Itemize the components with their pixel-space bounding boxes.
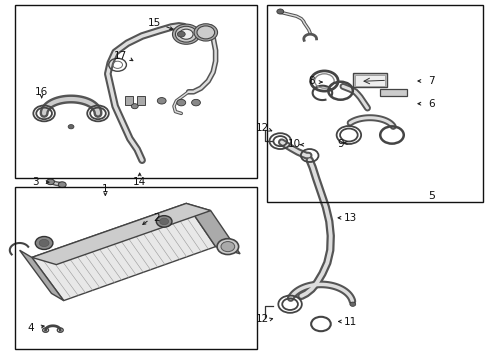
Bar <box>353 73 387 87</box>
Circle shape <box>177 31 185 37</box>
Text: 16: 16 <box>35 87 49 97</box>
Circle shape <box>58 182 66 188</box>
Text: 12: 12 <box>255 123 269 133</box>
Circle shape <box>172 24 200 44</box>
Polygon shape <box>186 203 240 254</box>
Bar <box>267 5 483 202</box>
Text: 15: 15 <box>147 18 161 28</box>
Circle shape <box>35 237 53 249</box>
Text: 5: 5 <box>428 191 435 201</box>
Polygon shape <box>20 250 64 301</box>
Circle shape <box>217 239 239 255</box>
Circle shape <box>157 98 166 104</box>
Circle shape <box>160 218 169 225</box>
Text: 12: 12 <box>255 314 269 324</box>
Text: 2: 2 <box>153 213 160 223</box>
Text: 9: 9 <box>337 139 344 149</box>
Circle shape <box>68 125 74 129</box>
Circle shape <box>47 179 54 185</box>
Circle shape <box>179 29 193 39</box>
Circle shape <box>221 242 235 252</box>
Circle shape <box>192 99 200 106</box>
Circle shape <box>175 26 197 42</box>
Polygon shape <box>32 203 211 265</box>
Text: 7: 7 <box>428 76 435 86</box>
Bar <box>137 96 145 105</box>
Bar <box>15 5 257 178</box>
Text: 8: 8 <box>308 76 315 86</box>
Circle shape <box>177 99 186 106</box>
Circle shape <box>277 9 284 14</box>
Bar <box>355 75 385 86</box>
Bar <box>15 187 257 349</box>
Text: 3: 3 <box>32 177 39 187</box>
Circle shape <box>131 104 138 109</box>
Bar <box>380 89 407 96</box>
Circle shape <box>39 239 49 247</box>
Text: 10: 10 <box>288 139 300 149</box>
Circle shape <box>350 302 356 306</box>
Text: 14: 14 <box>133 177 147 187</box>
Text: 11: 11 <box>343 317 357 327</box>
Text: 1: 1 <box>102 184 109 194</box>
Circle shape <box>194 24 218 41</box>
Bar <box>125 96 133 105</box>
Text: 4: 4 <box>27 323 34 333</box>
Polygon shape <box>32 203 216 301</box>
Text: 13: 13 <box>343 213 357 223</box>
Text: 17: 17 <box>113 51 127 61</box>
Circle shape <box>156 216 172 227</box>
Circle shape <box>197 26 215 39</box>
Text: 6: 6 <box>428 99 435 109</box>
